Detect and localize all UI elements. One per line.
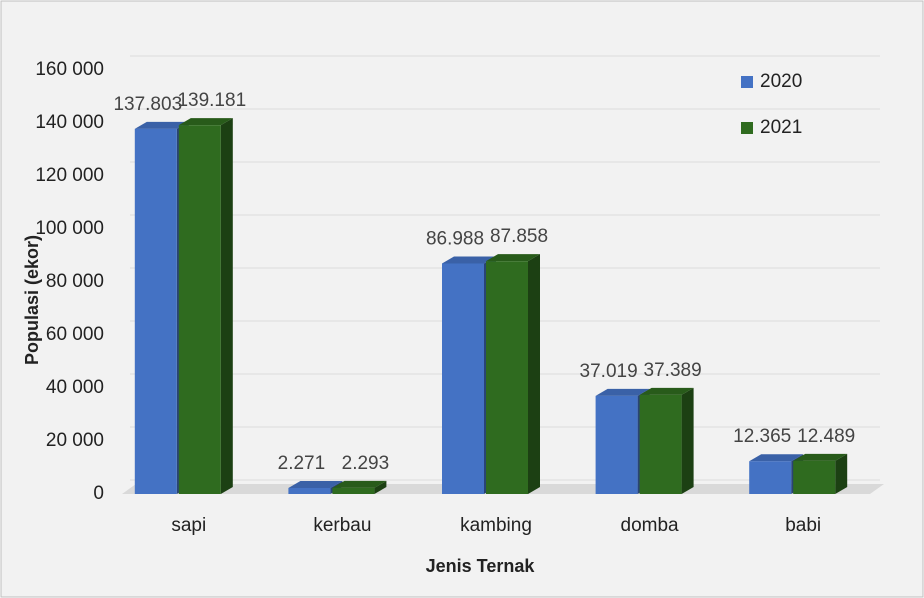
- x-tick-label: kerbau: [313, 515, 371, 536]
- bar-side: [374, 480, 387, 494]
- bar-top: [442, 256, 496, 264]
- bar-side: [835, 453, 848, 494]
- data-label: 37.389: [644, 360, 702, 381]
- data-label: 137.803: [113, 94, 182, 115]
- y-tick-label: 100 000: [35, 218, 104, 239]
- bar-top: [595, 388, 650, 396]
- data-label: 87.858: [490, 226, 548, 247]
- y-tick-label: 80 000: [46, 271, 104, 292]
- legend-label: 2020: [760, 71, 802, 92]
- legend-swatch: [741, 122, 753, 134]
- bar-top: [332, 480, 387, 488]
- data-label: 12.365: [733, 426, 791, 447]
- bar: [595, 395, 638, 494]
- bar-top: [749, 454, 804, 462]
- x-tick-label: sapi: [171, 515, 206, 536]
- x-axis-title: Jenis Ternak: [426, 556, 536, 576]
- bar-side: [220, 118, 233, 494]
- bar: [486, 261, 528, 494]
- x-tick-label: babi: [785, 515, 821, 536]
- y-axis-title: Populasi (ekor): [22, 235, 42, 365]
- y-tick-label: 0: [93, 483, 104, 504]
- y-tick-label: 60 000: [46, 324, 104, 345]
- bar: [332, 487, 375, 494]
- bar-side: [528, 254, 540, 494]
- y-tick-label: 20 000: [46, 430, 104, 451]
- bar: [793, 460, 836, 494]
- x-tick-label: domba: [621, 515, 680, 536]
- legend-label: 2021: [760, 117, 802, 138]
- bar: [749, 461, 792, 494]
- y-tick-label: 160 000: [35, 59, 104, 80]
- y-tick-label: 120 000: [35, 165, 104, 186]
- bar: [639, 394, 682, 494]
- bar-top: [178, 118, 233, 126]
- data-label: 139.181: [177, 90, 246, 111]
- y-tick-label: 140 000: [35, 112, 104, 133]
- y-tick-label: 40 000: [46, 377, 104, 398]
- data-label: 2.271: [278, 453, 326, 474]
- bar: [442, 263, 484, 494]
- bar-top: [793, 453, 848, 461]
- data-label: 12.489: [797, 426, 855, 447]
- bar: [178, 125, 221, 494]
- bar-side: [681, 387, 694, 494]
- data-label: 37.019: [580, 361, 638, 382]
- legend-swatch: [741, 76, 753, 88]
- bar: [288, 487, 331, 494]
- bar-top: [486, 254, 540, 262]
- bar-top: [639, 387, 694, 395]
- data-label: 2.293: [342, 453, 390, 474]
- bar: [134, 128, 177, 494]
- bar-top: [134, 121, 189, 129]
- x-tick-label: kambing: [460, 515, 532, 536]
- data-label: 86.988: [426, 228, 484, 249]
- bar-top: [288, 480, 343, 488]
